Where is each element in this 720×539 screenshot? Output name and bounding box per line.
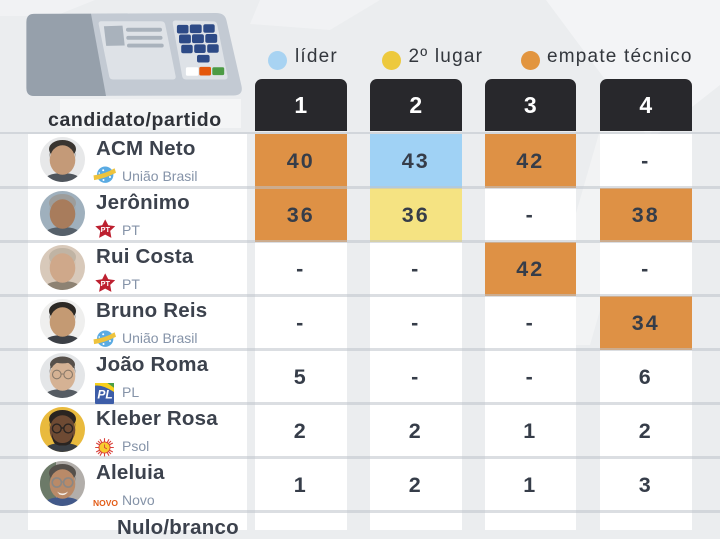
svg-text:PL: PL [97,388,112,402]
svg-text:PT: PT [100,279,110,288]
svg-text:PT: PT [100,225,110,234]
